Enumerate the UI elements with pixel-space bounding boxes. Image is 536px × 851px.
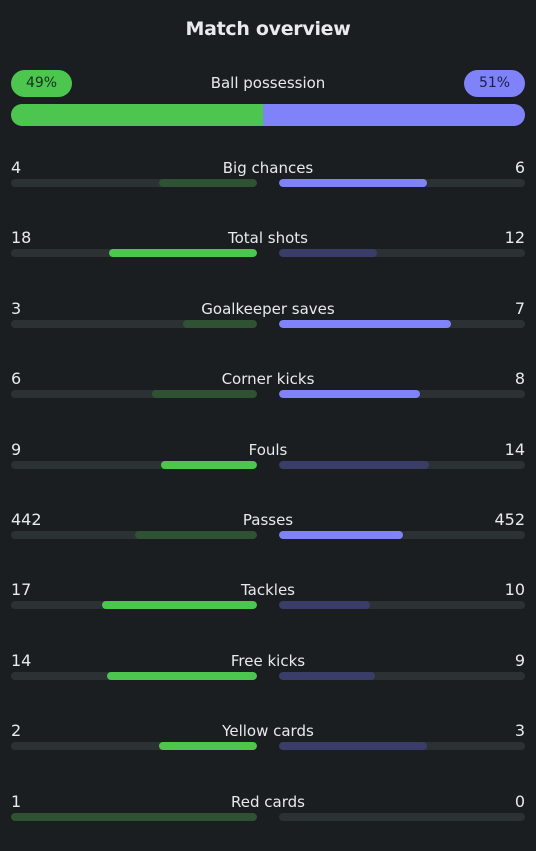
home-stat-track	[11, 671, 257, 680]
stat-row: 17 Tackles 10	[11, 580, 525, 620]
home-stat-value: 4	[11, 158, 22, 177]
stat-row: 9 Fouls 14	[11, 440, 525, 480]
home-stat-fill	[11, 812, 257, 821]
away-stat-track	[279, 671, 525, 680]
stat-name: Total shots	[228, 229, 308, 248]
home-stat-track	[11, 742, 257, 751]
stat-name: Passes	[242, 511, 294, 529]
home-stat-value: 14	[11, 650, 32, 670]
away-stat-fill	[279, 671, 376, 680]
stat-row: 3 Goalkeeper saves 7	[11, 299, 525, 339]
home-stat-value: 9	[11, 439, 22, 459]
home-stat-fill	[160, 460, 257, 469]
home-stat-fill	[135, 531, 257, 539]
home-stat-value: 18	[11, 228, 32, 248]
home-stat-fill	[107, 671, 257, 680]
away-stat-value: 14	[504, 439, 525, 459]
away-possession-badge: 51%	[464, 70, 525, 97]
home-stat-track	[11, 390, 257, 399]
away-stat-track	[279, 601, 525, 610]
home-stat-value: 6	[11, 369, 22, 389]
stat-name: Corner kicks	[221, 370, 315, 389]
home-possession-fill	[11, 104, 263, 126]
away-stat-value: 7	[514, 298, 525, 318]
home-stat-value: 17	[11, 580, 32, 600]
away-stat-fill	[279, 179, 427, 187]
home-stat-track	[11, 531, 257, 539]
home-stat-fill	[158, 742, 257, 751]
away-stat-track	[279, 179, 525, 187]
home-stat-value: 442	[11, 510, 42, 529]
home-stat-track	[11, 179, 257, 187]
stat-name: Big chances	[222, 159, 314, 177]
away-stat-fill	[279, 390, 420, 399]
stat-row: 1 Red cards 0	[11, 792, 525, 832]
away-stat-value: 12	[504, 228, 525, 248]
home-stat-track	[11, 601, 257, 610]
stat-row: 2 Yellow cards 3	[11, 721, 525, 761]
away-stat-fill	[279, 601, 371, 610]
home-stat-fill	[151, 390, 257, 399]
away-stat-track	[279, 249, 525, 258]
home-stat-fill	[183, 319, 257, 328]
stat-name: Yellow cards	[222, 722, 314, 741]
away-stat-value: 8	[514, 369, 525, 389]
away-stat-track	[279, 390, 525, 399]
away-stat-track	[279, 319, 525, 328]
home-stat-fill	[102, 601, 257, 610]
stat-row: 442 Passes 452	[11, 510, 525, 550]
possession-header: 49% Ball possession 51%	[11, 70, 525, 97]
home-stat-fill	[158, 179, 257, 187]
home-stat-track	[11, 249, 257, 258]
home-stat-value: 2	[11, 721, 22, 741]
stat-name: Fouls	[248, 440, 288, 459]
home-stat-fill	[109, 249, 257, 258]
away-stat-track	[279, 742, 525, 751]
away-stat-fill	[279, 249, 378, 258]
stat-row: 14 Free kicks 9	[11, 651, 525, 691]
away-stat-track	[279, 812, 525, 821]
stat-row: 6 Corner kicks 8	[11, 369, 525, 409]
away-stat-value: 0	[514, 791, 525, 811]
possession-bar	[11, 104, 525, 126]
home-stat-track	[11, 319, 257, 328]
home-stat-value: 1	[11, 791, 22, 811]
home-stat-value: 3	[11, 298, 22, 318]
away-stat-value: 9	[514, 650, 525, 670]
home-possession-badge: 49%	[11, 70, 72, 97]
away-stat-track	[279, 531, 525, 539]
away-stat-fill	[279, 319, 452, 328]
page-title: Match overview	[185, 18, 351, 40]
stat-name: Free kicks	[230, 651, 306, 670]
away-stat-track	[279, 460, 525, 469]
away-stat-value: 3	[514, 721, 525, 741]
away-stat-fill	[279, 742, 427, 751]
away-stat-value: 10	[504, 580, 525, 600]
away-stat-fill	[279, 531, 404, 539]
stat-row: 18 Total shots 12	[11, 228, 525, 268]
home-stat-track	[11, 812, 257, 821]
stat-name: Tackles	[240, 581, 296, 600]
away-stat-value: 6	[514, 158, 525, 177]
away-stat-value: 452	[494, 510, 525, 529]
home-stat-track	[11, 460, 257, 469]
away-stat-fill	[279, 460, 429, 469]
stat-name: Red cards	[231, 792, 305, 811]
stat-name: Goalkeeper saves	[201, 299, 335, 318]
away-possession-fill	[262, 104, 525, 126]
stat-row: 4 Big chances 6	[11, 158, 525, 198]
possession-label: Ball possession	[210, 74, 326, 92]
